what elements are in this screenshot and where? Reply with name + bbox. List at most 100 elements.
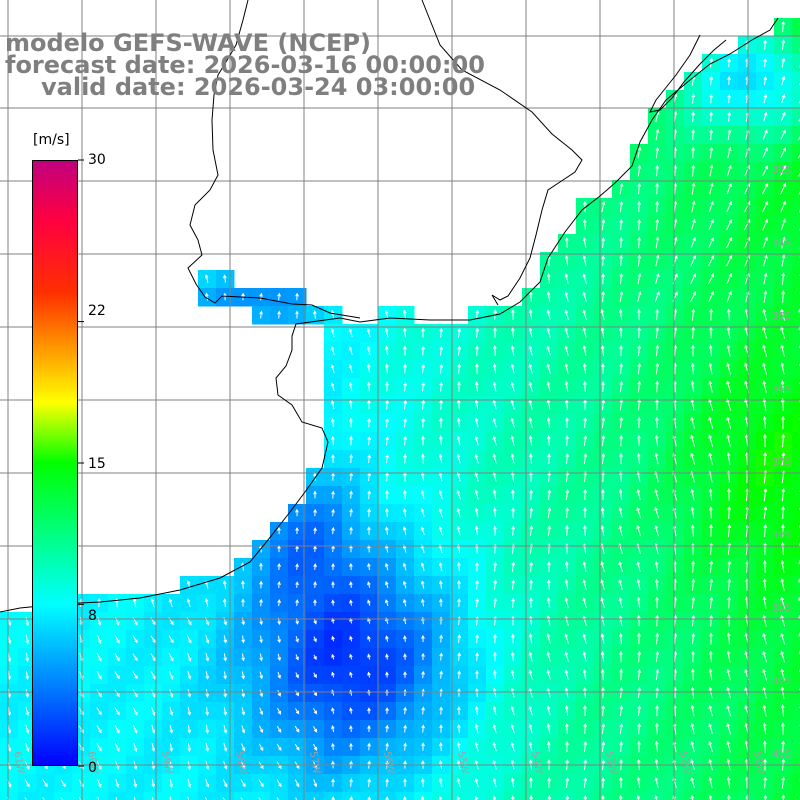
wind-arrow bbox=[474, 777, 479, 788]
wind-cell bbox=[792, 720, 800, 739]
wind-arrow bbox=[600, 507, 605, 518]
wind-arrow bbox=[456, 724, 461, 733]
wind-arrow bbox=[367, 724, 371, 732]
wind-arrow bbox=[601, 434, 606, 447]
wind-arrow bbox=[114, 616, 120, 626]
wind-arrow bbox=[655, 128, 660, 141]
wind-arrow bbox=[780, 596, 785, 609]
lagoa-dos-patos bbox=[649, 34, 727, 113]
wind-arrow bbox=[690, 380, 695, 393]
uruguay-border bbox=[187, 0, 361, 319]
wind-arrow bbox=[132, 724, 138, 734]
wind-arrow bbox=[511, 615, 515, 626]
wind-arrow bbox=[295, 636, 299, 643]
wind-arrow bbox=[475, 687, 479, 698]
lon-label: 58W bbox=[233, 751, 248, 775]
wind-arrow bbox=[132, 653, 138, 662]
wind-cell bbox=[504, 792, 523, 800]
wind-arrow bbox=[97, 616, 102, 626]
wind-cell bbox=[252, 792, 271, 800]
wind-cell bbox=[792, 594, 800, 613]
wind-arrow bbox=[601, 255, 606, 266]
wind-arrow bbox=[492, 669, 497, 680]
wind-arrow bbox=[312, 708, 318, 715]
wind-arrow bbox=[780, 560, 785, 573]
wind-arrow bbox=[654, 795, 659, 800]
wind-arrow bbox=[331, 508, 335, 517]
wind-arrow bbox=[132, 635, 138, 644]
wind-arrow bbox=[259, 725, 264, 734]
wind-cell bbox=[792, 306, 800, 325]
wind-arrow bbox=[708, 740, 713, 753]
wind-arrow bbox=[402, 489, 407, 500]
wind-arrow bbox=[600, 561, 605, 573]
wind-arrow bbox=[564, 381, 569, 392]
wind-arrow bbox=[727, 111, 732, 122]
wind-arrow bbox=[439, 634, 443, 643]
wind-arrow bbox=[601, 488, 605, 501]
wind-arrow bbox=[691, 632, 696, 645]
wind-arrow bbox=[474, 435, 479, 446]
wind-arrow bbox=[510, 345, 515, 356]
wind-arrow bbox=[637, 686, 642, 699]
wind-arrow bbox=[313, 563, 317, 570]
wind-cell bbox=[792, 558, 800, 577]
wind-arrow bbox=[114, 725, 120, 734]
wind-arrow bbox=[493, 327, 497, 338]
wind-arrow bbox=[564, 363, 569, 375]
wind-arrow bbox=[150, 688, 156, 698]
wind-arrow bbox=[474, 741, 479, 752]
wind-arrow bbox=[384, 345, 389, 356]
wind-cell bbox=[630, 792, 649, 800]
wind-cell bbox=[792, 774, 800, 793]
wind-arrow bbox=[277, 292, 281, 301]
wind-arrow bbox=[654, 488, 660, 501]
wind-arrow bbox=[762, 632, 767, 645]
wind-arrow bbox=[510, 435, 515, 446]
wind-arrow bbox=[600, 525, 605, 536]
wind-arrow bbox=[96, 725, 102, 734]
wind-arrow bbox=[475, 651, 479, 662]
wind-arrow bbox=[421, 399, 426, 410]
wind-arrow bbox=[349, 599, 353, 606]
wind-arrow bbox=[564, 309, 569, 320]
wind-arrow bbox=[492, 489, 497, 500]
wind-arrow bbox=[637, 434, 641, 447]
wind-arrow bbox=[169, 778, 174, 789]
wind-arrow bbox=[780, 704, 785, 717]
wind-arrow bbox=[474, 795, 479, 800]
wind-arrow bbox=[330, 345, 335, 356]
wind-arrow bbox=[528, 453, 533, 464]
wind-arrow bbox=[690, 291, 696, 303]
lon-label: 61W bbox=[11, 751, 26, 775]
wind-arrow bbox=[421, 381, 426, 392]
wind-arrow bbox=[762, 740, 767, 753]
wind-arrow bbox=[708, 650, 713, 663]
wind-arrow bbox=[474, 381, 479, 392]
lat-label: 41S bbox=[772, 749, 791, 760]
lat-label: 40S bbox=[772, 676, 791, 687]
wind-arrow bbox=[457, 381, 461, 392]
wind-arrow bbox=[528, 669, 533, 680]
wind-arrow bbox=[709, 614, 714, 627]
wind-arrow bbox=[97, 597, 101, 608]
wind-arrow bbox=[655, 362, 660, 375]
wind-arrow bbox=[259, 707, 264, 716]
wind-arrow bbox=[259, 671, 264, 680]
wind-arrow bbox=[655, 668, 660, 681]
wind-arrow bbox=[96, 671, 102, 680]
wind-arrow bbox=[780, 686, 785, 699]
wind-arrow bbox=[727, 57, 731, 68]
wind-arrow bbox=[762, 308, 767, 321]
wind-arrow bbox=[637, 308, 641, 321]
wind-arrow bbox=[744, 434, 749, 447]
wind-arrow bbox=[528, 435, 533, 446]
wind-cell bbox=[792, 396, 800, 415]
wind-arrow bbox=[690, 237, 696, 249]
wind-arrow bbox=[510, 741, 515, 752]
lat-label: 37S bbox=[772, 457, 791, 468]
wind-arrow bbox=[709, 578, 714, 591]
wind-arrow bbox=[528, 651, 533, 662]
wind-arrow bbox=[132, 671, 138, 680]
wind-arrow bbox=[546, 669, 551, 680]
